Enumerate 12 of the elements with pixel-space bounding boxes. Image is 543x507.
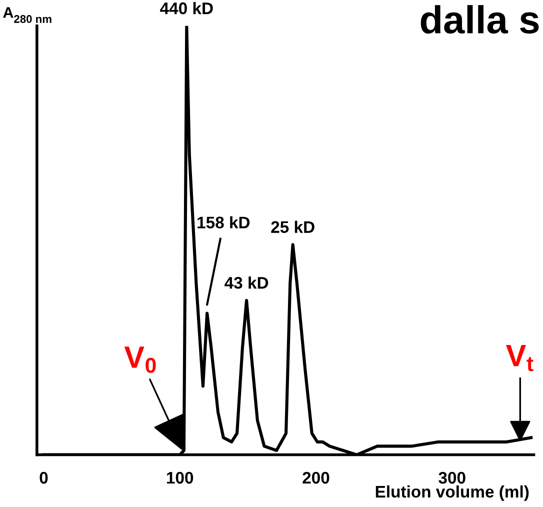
x-axis-title: Elution volume (ml) <box>376 485 529 501</box>
x-tick-label: 100 <box>167 472 194 484</box>
x-tick-label: 300 <box>438 472 466 484</box>
annotation: 43 kD <box>224 276 268 289</box>
x-tick-label: 200 <box>302 472 330 484</box>
x-tick-label: 0 <box>40 472 48 484</box>
annotation: 25 kD <box>271 220 314 233</box>
chart-title: dalla s <box>420 5 539 34</box>
annotation: 440 kD <box>160 2 213 14</box>
annotation: 158 kD <box>198 216 250 228</box>
annotation: V$_{0}$ <box>124 346 156 373</box>
annotation: V$_{t}$ <box>506 345 534 372</box>
